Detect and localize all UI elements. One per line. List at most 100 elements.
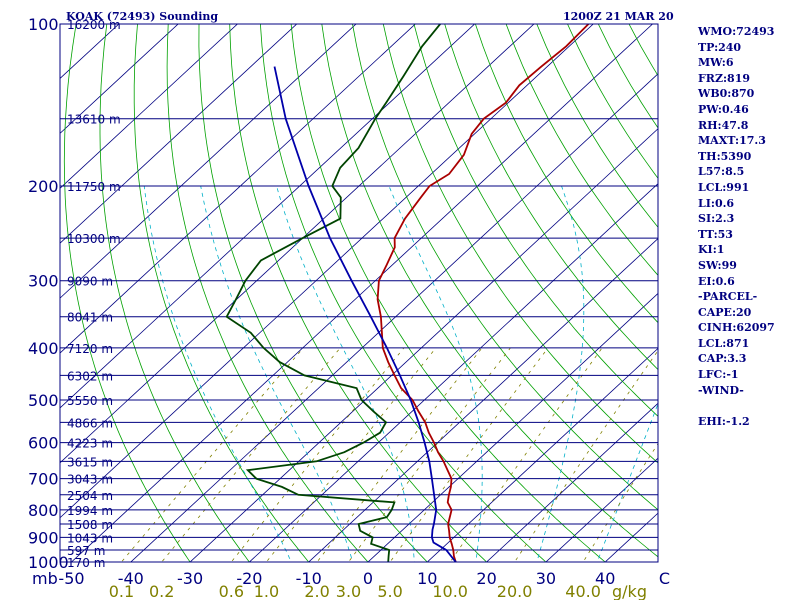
mixing-ratio-tick-label: 0.2 [149,582,174,600]
mixing-ratio-tick-label: 5.0 [377,582,402,600]
dry-adiabat-line [133,24,310,562]
mixing-ratio-tick-label: 40.0 [565,582,601,600]
height-label: 3043 m [67,473,113,487]
height-label: 9090 m [67,275,113,289]
isotherm-line [486,402,658,562]
index-row: PW:0.46 [698,102,749,116]
isotherm-line [545,457,658,562]
index-row: SW:99 [698,258,737,272]
isotherm-line [60,24,594,519]
dewpoint-profile-line [225,24,441,562]
pressure-unit-label: mb [32,569,58,588]
mixing-ratio-tick-label: 0.6 [219,582,244,600]
mixing-ratio-tick-label: 0.1 [109,582,134,600]
height-label: 10300 m [67,232,121,246]
height-label: 1994 m [67,504,113,518]
stability-indices-panel: WMO:72493 TP:240 MW:6 FRZ:819 WB0:870 PW:0.46… [698,24,775,429]
pressure-tick-label: 800 [28,501,59,520]
index-row: LFC:-1 [698,368,739,382]
index-row: LCL:991 [698,180,750,194]
height-label: 170 m [67,556,105,570]
index-row: TP:240 [698,40,742,54]
mixing-ratio-tick-label: 3.0 [336,582,361,600]
temperature-tick-label: 10 [417,569,437,588]
dry-adiabat-line [99,24,250,562]
isotherm-line [60,24,298,244]
isotherm-line [426,347,658,562]
temperature-tick-label: -10 [296,569,322,588]
height-label: 4866 m [67,416,113,430]
isotherm-line [130,73,658,562]
index-row: CINH:62097 [698,321,775,335]
index-row: TT:53 [698,227,733,241]
pressure-tick-label: 700 [28,470,59,489]
mixing-ratio-line [449,347,603,562]
mixing-ratio-tick-label: 2.0 [304,582,329,600]
pressure-tick-label: 900 [28,528,59,547]
parcel-profile-line [273,66,457,562]
index-row: FRZ:819 [698,71,751,85]
index-row: MW:6 [698,56,734,70]
isotherm-line [248,183,658,562]
height-label: 13610 m [67,113,121,127]
pressure-tick-label: 1000 [28,553,69,572]
index-row: L57:8.5 [698,165,745,179]
moist-adiabat-line [200,185,354,562]
index-row: RH:47.8 [698,118,749,132]
temperature-tick-label: -20 [236,569,262,588]
isotherm-line [60,24,239,189]
isotherm-line [70,24,654,562]
mixing-ratio-line [389,347,549,562]
pressure-tick-label: 200 [28,177,59,196]
index-row: EHI:-1.2 [698,414,750,428]
isotherm-line [60,24,416,354]
mixing-ratio-line [120,347,304,562]
plot-frame [59,23,659,563]
index-row: WB0:870 [698,87,755,101]
isotherm-line [189,128,658,562]
dry-adiabat-line [290,24,606,562]
index-row: CAP:3.3 [698,352,747,366]
temperature-tick-label: -50 [58,569,84,588]
isotherm-line [60,24,535,464]
temperature-tick-label: C [659,569,670,588]
index-row: LI:0.6 [698,196,735,210]
isotherm-line [60,24,357,299]
height-label: 597 m [67,544,105,558]
mixing-ratio-line [265,347,437,562]
index-row [698,398,775,414]
index-row: -PARCEL- [698,290,758,304]
mixing-ratio-line [348,347,511,562]
mixing-ratio-tick-label: 20.0 [497,582,533,600]
height-label: 6302 m [67,369,113,383]
height-label: 3615 m [67,455,113,469]
pressure-tick-label: 400 [28,339,59,358]
index-row: WMO:72493 [698,25,775,38]
index-row: TH:5390 [698,149,752,163]
index-row: CAPE:20 [698,305,752,319]
mixing-ratio-line [161,347,341,562]
moist-adiabat-line [276,185,415,562]
pressure-tick-label: 600 [28,434,59,453]
height-label: 5550 m [67,394,113,408]
index-row: EI:0.6 [698,274,735,288]
index-row: MAXT:17.3 [698,134,766,148]
sounding-time: 1200Z 21 MAR 20 [563,10,674,23]
sounding-profiles [225,24,590,562]
temperature-tick-label: -30 [177,569,203,588]
mixing-ratio-tick-label: 10.0 [432,582,468,600]
temperature-tick-label: 0 [363,569,373,588]
height-label: 1043 m [67,531,113,545]
dry-adiabat-line [229,24,488,562]
pressure-tick-label: 500 [28,391,59,410]
mixing-ratio-tick-label: 1.0 [254,582,279,600]
moist-adiabat-line [536,185,585,562]
temperature-profile-line [376,24,590,562]
dry-adiabat-line [259,24,547,562]
height-label: 2504 m [67,489,113,503]
height-label: 7120 m [67,342,113,356]
mixing-ratio-line [230,347,405,562]
index-row: LCL:871 [698,336,750,350]
height-label: 11750 m [67,180,121,194]
